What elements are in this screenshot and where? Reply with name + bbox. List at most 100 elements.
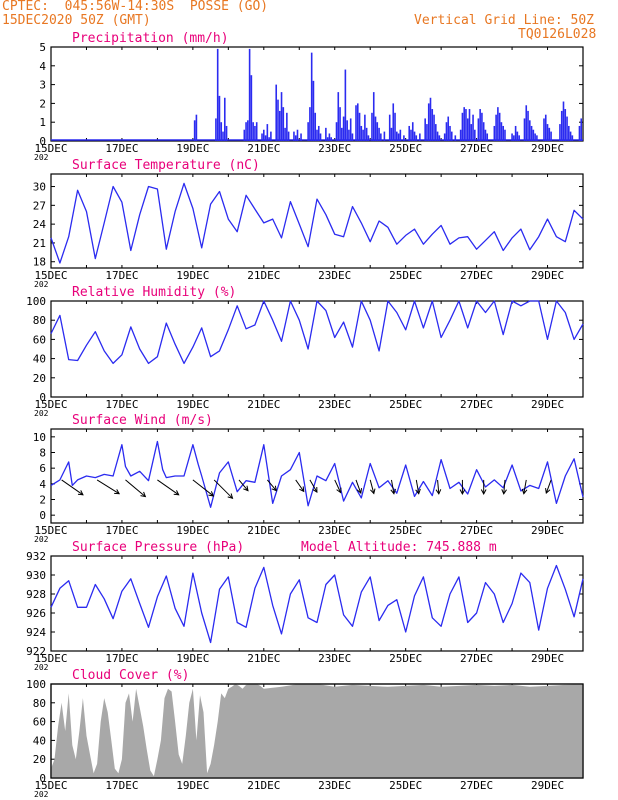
wind-arrow-head bbox=[415, 488, 421, 495]
y-tick-label: 40 bbox=[33, 734, 46, 747]
precip-bar bbox=[319, 133, 322, 141]
precip-bar bbox=[436, 131, 439, 141]
y-tick-label: 20 bbox=[33, 753, 46, 766]
x-tick-label: 21DEC bbox=[247, 779, 280, 792]
x-tick-label: 29DEC bbox=[531, 652, 564, 665]
x-tick-label: 17DEC bbox=[105, 398, 138, 411]
y-tick-label: 27 bbox=[33, 199, 46, 212]
precip-bar bbox=[296, 129, 299, 141]
precip-bar bbox=[220, 122, 223, 141]
y-tick-label: 928 bbox=[26, 588, 46, 601]
precip-bar bbox=[374, 116, 377, 141]
x-tick-label: 29DEC bbox=[531, 398, 564, 411]
precip-bar bbox=[518, 135, 520, 141]
y-tick-label: 20 bbox=[33, 372, 46, 385]
y-tick-label: 0 bbox=[39, 772, 46, 785]
precip-bar bbox=[316, 129, 318, 141]
precip-bar bbox=[497, 107, 499, 141]
precip-bar bbox=[450, 131, 453, 141]
precip-bar bbox=[371, 112, 373, 141]
wind-arrow-head bbox=[243, 485, 249, 492]
panel-wind: Surface Wind (m/s) 15DEC 17DEC 19DEC 21DEC 23… bbox=[33, 413, 584, 544]
y-tick-label: 6 bbox=[39, 462, 46, 475]
precip-bar bbox=[218, 95, 221, 141]
y-tick-label: 932 bbox=[26, 550, 46, 563]
precip-bar bbox=[294, 135, 297, 141]
precip-bar bbox=[314, 112, 317, 141]
x-tick-label: 15DEC bbox=[34, 142, 67, 155]
y-tick-label: 5 bbox=[39, 41, 46, 54]
precip-bar bbox=[349, 118, 352, 141]
precip-bar bbox=[411, 122, 414, 141]
wind-arrow bbox=[266, 479, 277, 491]
x-tick-label: 21DEC bbox=[247, 142, 280, 155]
precip-bar bbox=[454, 135, 457, 141]
precip-bar bbox=[356, 103, 359, 141]
precip-bar bbox=[248, 48, 251, 141]
precip-bar bbox=[431, 109, 434, 141]
y-tick-label: 10 bbox=[33, 431, 46, 444]
panel-frame bbox=[50, 428, 584, 524]
precip-bar bbox=[317, 125, 320, 141]
x-tick-label: 15DEC bbox=[34, 269, 67, 282]
y-tick-label: 930 bbox=[26, 569, 46, 582]
precip-bar bbox=[472, 114, 474, 141]
precip-bar bbox=[254, 125, 256, 141]
x-tick-label: 23DEC bbox=[318, 524, 351, 537]
precip-bar bbox=[419, 133, 421, 141]
precip-bar bbox=[362, 129, 364, 141]
precip-bar bbox=[486, 133, 489, 141]
model-altitude-label: Model Altitude: 745.888 m bbox=[301, 540, 497, 555]
precip-bar bbox=[399, 129, 402, 141]
y-tick-label: 924 bbox=[26, 626, 46, 639]
x-tick-label: 25DEC bbox=[389, 524, 422, 537]
header-date: 15DEC2020 50Z (GMT) bbox=[2, 13, 151, 28]
precip-bar bbox=[564, 109, 567, 141]
precip-bar bbox=[415, 135, 418, 141]
wind-arrow-head bbox=[77, 490, 84, 496]
precip-bar bbox=[403, 135, 405, 141]
precip-bar bbox=[339, 107, 341, 141]
precip-bar bbox=[532, 129, 535, 141]
panel-temp: Surface Temperature (nC) 15DEC 17DEC 19DEC 2… bbox=[33, 158, 584, 289]
wind-arrow bbox=[437, 479, 440, 494]
precip-bar bbox=[278, 110, 281, 141]
precip-bar bbox=[449, 125, 451, 141]
precip-bar bbox=[335, 122, 338, 141]
x-tick-label: 21DEC bbox=[247, 269, 280, 282]
precip-bar bbox=[364, 114, 366, 141]
y-tick-label: 4 bbox=[39, 60, 46, 73]
series-line-temp bbox=[50, 182, 584, 264]
precip-bar bbox=[346, 120, 348, 141]
y-tick-label: 100 bbox=[26, 678, 46, 691]
precip-bar bbox=[222, 131, 224, 141]
precip-bar bbox=[348, 129, 350, 141]
precip-bar bbox=[536, 135, 538, 141]
precip-bar bbox=[426, 124, 428, 141]
precip-bar bbox=[277, 99, 279, 141]
x-tick-label: 23DEC bbox=[318, 269, 351, 282]
precip-bar bbox=[580, 118, 583, 141]
x-tick-label: 25DEC bbox=[389, 142, 422, 155]
panel-title: Surface Wind (m/s) bbox=[72, 413, 213, 428]
cloud-area bbox=[51, 684, 583, 778]
x-tick-label: 27DEC bbox=[460, 269, 493, 282]
y-tick-label: 18 bbox=[33, 256, 46, 269]
y-tick-label: 40 bbox=[33, 353, 46, 366]
x-tick-label: 23DEC bbox=[318, 398, 351, 411]
precip-bar bbox=[513, 135, 515, 141]
precip-bar bbox=[388, 114, 391, 141]
wind-arrow-head bbox=[356, 488, 363, 495]
precip-bar bbox=[358, 112, 361, 141]
y-tick-label: 80 bbox=[33, 697, 46, 710]
precip-bar bbox=[326, 137, 329, 141]
panel-frame bbox=[50, 173, 584, 269]
y-tick-label: 60 bbox=[33, 716, 46, 729]
precip-bar bbox=[516, 131, 519, 141]
wind-arrow-head bbox=[501, 489, 507, 495]
wind-arrow-head bbox=[208, 491, 215, 497]
precip-bar bbox=[484, 129, 487, 141]
precip-bar bbox=[325, 127, 327, 141]
wind-arrow-head bbox=[299, 486, 305, 493]
precip-bar bbox=[293, 131, 295, 141]
